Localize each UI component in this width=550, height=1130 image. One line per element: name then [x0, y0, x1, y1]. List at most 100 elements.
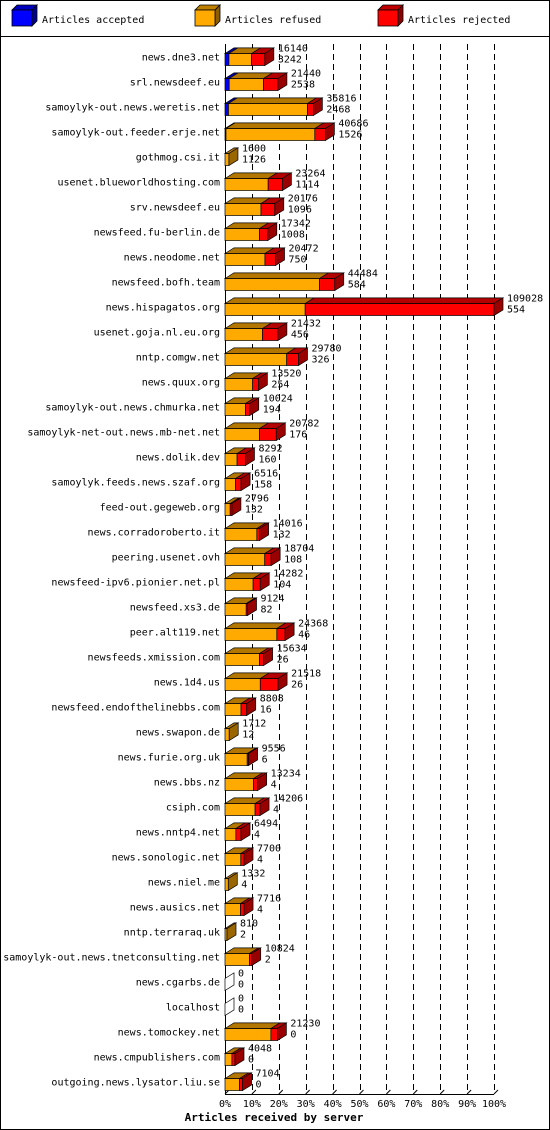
bar-segment: [276, 628, 286, 641]
bar-segment: [224, 453, 238, 466]
data-label-count: 1126: [242, 155, 266, 166]
bar-segment: [224, 428, 260, 441]
data-label-total: 24368: [298, 619, 328, 630]
bar-side: [246, 697, 257, 717]
data-label-count: 0: [238, 980, 244, 991]
category-label: nntp.comgw.net: [136, 353, 220, 364]
data-label-total: 17342: [281, 219, 311, 230]
data-label-total: 1600: [242, 144, 266, 155]
data-label-total: 0: [238, 994, 244, 1005]
data-label-total: 13520: [271, 369, 301, 380]
bar-segment: [252, 378, 259, 391]
data-label-total: 29780: [311, 344, 341, 355]
bar-row: news.cgarbs.de 00: [136, 969, 244, 992]
category-label: nntp.terraraq.uk: [124, 928, 220, 939]
bar-segment: [267, 178, 283, 191]
data-label-total: 7700: [257, 844, 281, 855]
bar-side: [277, 1022, 287, 1042]
bar-side: [243, 897, 254, 917]
bar-segment: [224, 203, 262, 216]
data-label-count: 82: [261, 605, 273, 616]
data-label-count: 2538: [291, 80, 315, 91]
data-label-count: 554: [507, 305, 525, 316]
x-tick-mark: [251, 1089, 257, 1095]
data-label-total: 16140: [278, 44, 308, 55]
data-label-total: 20782: [289, 419, 319, 430]
bar-segment: [259, 428, 277, 441]
data-label-total: 13234: [271, 769, 301, 780]
data-label-count: 46: [298, 630, 310, 641]
x-tick-mark: [466, 1089, 472, 1095]
bar-segment: [224, 653, 260, 666]
x-tick-label: 30%: [297, 1099, 315, 1110]
category-label: news.quux.org: [142, 378, 220, 389]
bar-segment: [239, 1078, 243, 1091]
bar-side: [275, 422, 286, 442]
data-label-total: 8808: [260, 694, 284, 705]
data-label-total: 21432: [291, 319, 321, 330]
data-label-count: 12: [242, 730, 254, 741]
bar-segment: [251, 53, 266, 66]
bar-segment: [224, 678, 261, 691]
bar-segment: [224, 628, 278, 641]
bar-segment-top: [223, 272, 330, 279]
bar-side: [243, 847, 254, 867]
category-label: news.niel.me: [148, 878, 220, 889]
category-label: news.sonologic.net: [112, 853, 220, 864]
bar-side: [231, 497, 242, 517]
bar-segment: [224, 1078, 240, 1091]
data-label-count: 194: [263, 405, 281, 416]
category-label: localhost: [166, 1003, 220, 1014]
bar-segment: [224, 1028, 272, 1041]
data-label-count: 0: [248, 1055, 254, 1066]
data-label-total: 4048: [248, 1044, 272, 1055]
bar-row: localhost 00: [166, 994, 244, 1017]
bar-segment: [228, 78, 264, 91]
data-label-count: 456: [291, 330, 309, 341]
x-tick-label: 50%: [350, 1099, 368, 1110]
data-label-count: 16: [260, 705, 272, 716]
x-tick-label: 20%: [270, 1099, 288, 1110]
bar-segment: [235, 478, 242, 491]
bar-segment: [224, 753, 248, 766]
bar-segment: [224, 828, 237, 841]
bar-segment: [224, 503, 231, 516]
data-label-total: 2796: [245, 494, 269, 505]
bar-side: [242, 1072, 252, 1092]
bar-segment: [224, 78, 230, 91]
data-label-total: 7104: [256, 1069, 280, 1080]
bar-segment: [224, 903, 241, 916]
data-label-count: 0: [256, 1080, 262, 1091]
bar-side: [275, 247, 285, 267]
bar-segment: [259, 228, 269, 241]
data-label-total: 23264: [295, 169, 325, 180]
bar-side: [228, 722, 239, 742]
bar-side: [282, 172, 292, 192]
data-label-total: 14282: [273, 569, 303, 580]
bar-segment: [225, 128, 316, 141]
category-label: news.swapon.de: [136, 728, 220, 739]
legend-item: Articles rejected: [377, 4, 510, 27]
data-label-count: 26: [277, 655, 289, 666]
data-label-count: 584: [348, 280, 366, 291]
bar-segment: [286, 353, 299, 366]
bar-segment: [319, 278, 336, 291]
bar-side: [259, 522, 269, 542]
bar-side: [228, 147, 239, 167]
bar-side: [298, 347, 308, 367]
bar-side: [224, 972, 235, 992]
category-label: newsfeed.endofthelinebbs.com: [51, 703, 220, 714]
category-label: news.cmpublishers.com: [94, 1053, 220, 1064]
bar-segment: [245, 403, 251, 416]
data-label-count: 2468: [326, 105, 350, 116]
x-tick-label: 60%: [377, 1099, 395, 1110]
